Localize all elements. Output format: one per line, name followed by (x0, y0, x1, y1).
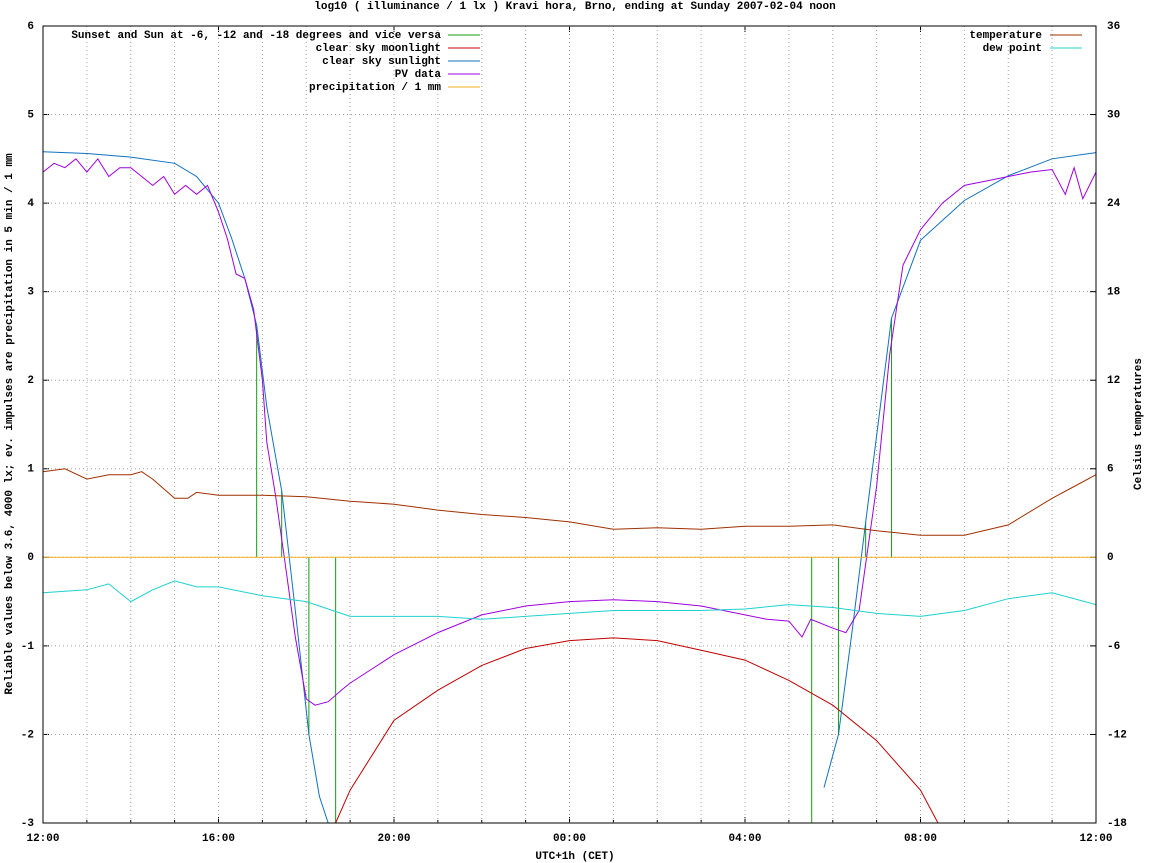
x-tick-label: 08:00 (904, 833, 937, 845)
y2-tick-label: 36 (1107, 21, 1120, 33)
labels: 12:00 16:00 20:00 00:00 04:00 08:00 12:00 -3 -2 -… (21, 21, 1127, 845)
y-tick-label: -3 (21, 818, 35, 830)
series-line (43, 468, 1096, 536)
y-tick-label: 6 (27, 21, 34, 33)
y2-tick-label: 6 (1107, 464, 1114, 476)
y2-tick-label: 12 (1107, 375, 1120, 387)
x-tick-label: 16:00 (202, 833, 235, 845)
x-tick-label: 20:00 (377, 833, 410, 845)
y2-tick-label: -18 (1107, 818, 1127, 830)
x-tick-label: 00:00 (553, 833, 586, 845)
x-axis-label: UTC+1h (CET) (535, 851, 614, 863)
x-tick-label: 12:00 (26, 833, 59, 845)
plot-border (42, 25, 1097, 824)
series-line (43, 157, 1096, 706)
y-tick-label: -2 (21, 729, 34, 741)
y2-axis-label: Celsius temperatures (1133, 358, 1145, 490)
y-tick-label: 1 (27, 464, 34, 476)
y-tick-label: 2 (27, 375, 34, 387)
y-tick-label: 4 (27, 198, 34, 210)
chart-title: log10 ( illuminance / 1 lx ) Kravi hora,… (314, 1, 836, 13)
y-tick-label: -1 (21, 641, 35, 653)
y2-tick-label: 30 (1107, 109, 1120, 121)
x-tick-label: 12:00 (1079, 833, 1112, 845)
legend-label: precipitation / 1 mm (309, 82, 441, 94)
y-tick-label: 5 (27, 109, 34, 121)
y2-tick-label: -12 (1107, 729, 1127, 741)
legend-label: dew point (983, 43, 1042, 55)
y2-tick-label: 18 (1107, 287, 1121, 299)
y2-tick-label: 24 (1107, 198, 1121, 210)
y2-tick-label: 0 (1107, 552, 1114, 564)
legend-label: clear sky sunlight (322, 56, 441, 68)
series-line (43, 580, 1096, 620)
y2-tick-label: -6 (1107, 641, 1120, 653)
legend-label: clear sky moonlight (316, 43, 441, 55)
y-tick-label: 3 (27, 287, 34, 299)
x-tick-label: 04:00 (728, 833, 761, 845)
legend-label: temperature (969, 30, 1042, 42)
y-tick-label: 0 (27, 552, 34, 564)
y-axis-label: Reliable values below 3.6, 4000 lx; ev. … (4, 153, 16, 695)
plot-area (43, 151, 1096, 823)
series-line (335, 637, 939, 823)
legend-label: Sunset and Sun at -6, -12 and -18 degree… (71, 30, 441, 42)
legend-label: PV data (395, 69, 442, 81)
